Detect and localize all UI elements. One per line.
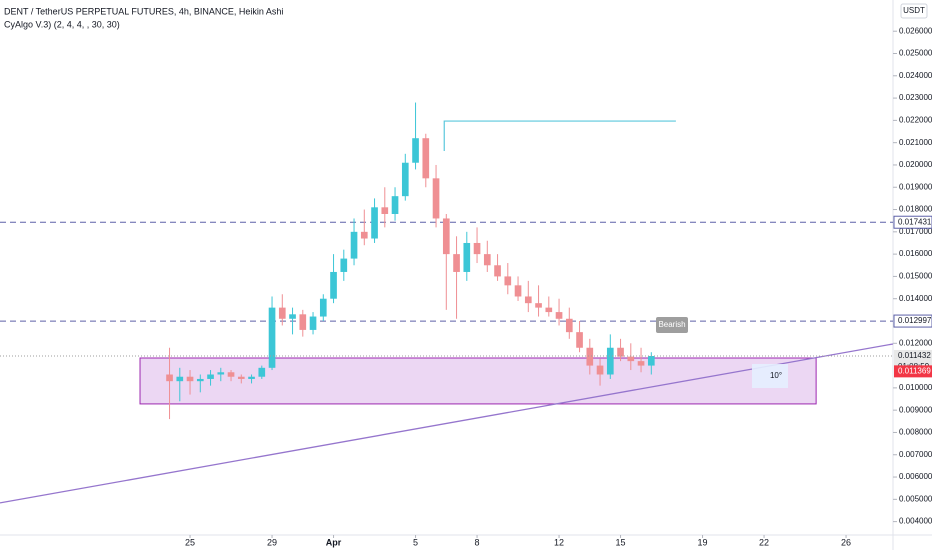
candle-body xyxy=(494,265,501,277)
level-tag xyxy=(893,215,932,229)
candle-body xyxy=(596,365,604,375)
y-tick-label: 0.004000 xyxy=(899,517,932,526)
candle-body xyxy=(340,258,348,272)
candle-body xyxy=(381,207,389,214)
y-tick-label: 0.008000 xyxy=(899,428,932,437)
y-tick-label: 0.020000 xyxy=(899,160,932,169)
candle-body xyxy=(319,298,327,317)
candle-body xyxy=(330,271,337,299)
candle-body xyxy=(227,372,235,377)
candle-body xyxy=(196,378,204,382)
x-tick-label: 26 xyxy=(841,537,851,547)
resistance-line xyxy=(443,120,676,152)
candle-body xyxy=(463,242,471,272)
candle-body xyxy=(647,355,655,366)
indicator-label: CyAlgo V.3) (2, 4, 4, , 30, 30) xyxy=(4,19,120,29)
candle-body xyxy=(483,254,491,266)
y-tick-label: 0.023000 xyxy=(899,93,932,102)
y-tick-label: 0.014000 xyxy=(899,294,932,303)
candle-body xyxy=(248,376,255,379)
candle-body xyxy=(186,376,194,382)
y-tick-label: 0.017000 xyxy=(899,227,932,236)
trend-line xyxy=(0,343,894,504)
y-tick-label: 0.005000 xyxy=(899,494,932,503)
x-tick-label: 22 xyxy=(759,537,769,547)
x-tick-label: 15 xyxy=(616,537,626,547)
candle-body xyxy=(166,374,173,382)
level-tag-label: 0.017431 xyxy=(898,217,932,226)
candle-body xyxy=(535,303,542,308)
x-tick-label: 5 xyxy=(413,537,418,547)
candle-body xyxy=(637,361,645,366)
y-tick-label: 0.022000 xyxy=(899,115,932,124)
y-tick-label: 0.016000 xyxy=(899,249,932,258)
last-price-label: 0.011432 xyxy=(898,351,931,360)
candle-body xyxy=(473,242,481,255)
candle-body xyxy=(176,376,184,382)
signal-label: Bearish xyxy=(658,320,685,329)
candle-body xyxy=(412,138,419,163)
candle-body xyxy=(289,314,296,319)
x-tick-label: 12 xyxy=(554,537,564,547)
candle-body xyxy=(606,347,614,375)
y-tick-label: 0.025000 xyxy=(899,49,932,58)
mark-price-tag xyxy=(894,365,932,378)
y-tick-label: 0.009000 xyxy=(899,405,932,414)
x-tick-label: Apr xyxy=(326,537,342,547)
candle-body xyxy=(617,347,624,357)
candle-body xyxy=(545,307,553,313)
candle-body xyxy=(627,356,635,362)
candle-body xyxy=(350,231,358,259)
x-tick-label: 25 xyxy=(185,537,195,547)
candle-body xyxy=(524,296,532,304)
candle-body xyxy=(504,276,512,286)
candle-body xyxy=(268,307,276,368)
candle-body xyxy=(401,162,409,197)
y-tick-label: 0.019000 xyxy=(899,182,932,191)
candle-body xyxy=(453,254,460,272)
candle-body xyxy=(565,318,573,333)
currency-label[interactable]: USDT xyxy=(903,6,925,15)
y-tick-label: 0.007000 xyxy=(899,450,932,459)
y-tick-label: 0.015000 xyxy=(899,272,932,281)
candle-body xyxy=(432,178,440,219)
y-tick-label: 0.024000 xyxy=(899,71,932,80)
candle-body xyxy=(299,314,307,330)
candle-body xyxy=(278,307,286,319)
x-tick-label: 29 xyxy=(267,537,277,547)
candle-body xyxy=(371,207,378,239)
candle-body xyxy=(576,332,583,348)
candle-body xyxy=(391,196,399,214)
candle-body xyxy=(309,316,317,330)
signal-box xyxy=(656,317,688,333)
candle-body xyxy=(237,376,245,379)
chart-title: DENT / TetherUS PERPETUAL FUTURES, 4h, B… xyxy=(4,6,283,16)
y-tick-label: 0.018000 xyxy=(899,205,932,214)
candle-body xyxy=(207,374,214,379)
candle-body xyxy=(442,218,450,255)
level-tag-label: 0.012997 xyxy=(898,316,932,325)
currency-box[interactable] xyxy=(900,3,928,19)
level-tag xyxy=(893,314,932,328)
candle-body xyxy=(258,367,266,377)
y-tick-label: 0.026000 xyxy=(899,26,932,35)
angle-label: 10° xyxy=(770,371,782,380)
x-tick-label: 8 xyxy=(475,537,480,547)
angle-box xyxy=(752,364,788,388)
candle-body xyxy=(217,372,225,375)
support-zone xyxy=(139,357,817,405)
x-tick-label: 19 xyxy=(698,537,708,547)
candle-body xyxy=(360,231,368,239)
candle-body xyxy=(422,138,430,179)
y-tick-label: 0.012000 xyxy=(899,338,932,347)
y-tick-label: 0.010000 xyxy=(899,383,932,392)
mark-price-label: 0.011369 xyxy=(898,366,931,375)
y-tick-label: 0.006000 xyxy=(899,472,932,481)
candle-body xyxy=(555,312,563,319)
candle-body xyxy=(514,285,522,297)
candle-body xyxy=(586,347,594,366)
y-tick-label: 0.021000 xyxy=(899,138,932,147)
